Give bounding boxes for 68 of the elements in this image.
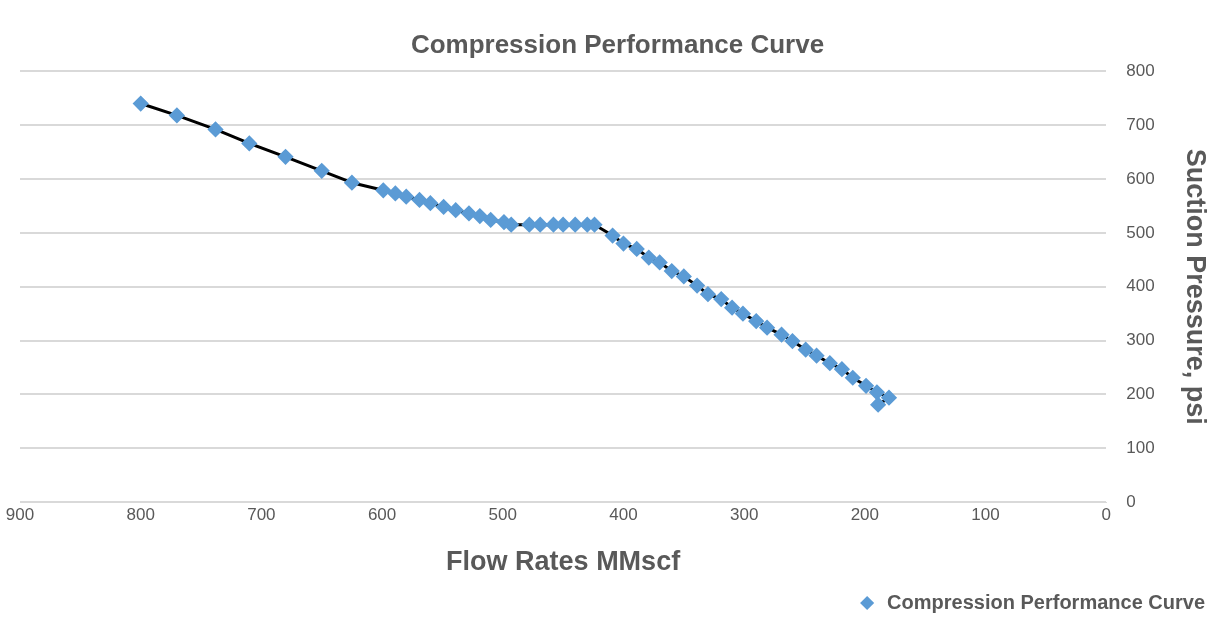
- point: [448, 202, 464, 218]
- y-tick-label: 800: [1126, 60, 1155, 80]
- point: [483, 212, 499, 228]
- point: [676, 268, 692, 284]
- x-tick-label: 900: [5, 505, 35, 525]
- x-tick-label: 100: [971, 505, 1000, 525]
- point: [834, 361, 850, 377]
- x-tick-label: 400: [609, 505, 638, 525]
- x-tick-label: 300: [729, 505, 759, 525]
- y-tick-label: 200: [1126, 384, 1155, 404]
- point: [387, 186, 403, 201]
- point: [735, 306, 751, 322]
- point: [689, 278, 705, 294]
- point: [169, 107, 185, 123]
- point: [605, 228, 621, 244]
- point: [314, 163, 330, 179]
- point: [858, 378, 874, 394]
- y-tick-label: 600: [1126, 168, 1155, 188]
- x-tick-label: 200: [850, 505, 880, 525]
- y-axis-title: Suction Pressure, psi: [1181, 148, 1212, 425]
- y-tick-label: 300: [1126, 330, 1155, 350]
- point: [615, 236, 631, 252]
- legend-label: Compression Performance Curve: [887, 590, 1206, 613]
- y-tick-label: 0: [1126, 491, 1136, 511]
- point: [521, 217, 537, 233]
- point: [748, 313, 764, 329]
- point: [724, 300, 740, 316]
- point: [809, 348, 825, 364]
- point: [532, 217, 548, 233]
- y-tick-label: 400: [1126, 276, 1155, 296]
- point: [472, 208, 488, 224]
- point: [629, 241, 645, 257]
- point: [845, 370, 861, 386]
- point: [759, 320, 775, 336]
- x-tick-label: 800: [126, 505, 155, 525]
- x-tick-label: 500: [488, 505, 517, 525]
- x-axis-title: Flow Rates MMscf: [446, 546, 682, 577]
- point: [664, 263, 680, 279]
- point: [700, 286, 716, 302]
- point: [798, 342, 814, 358]
- point: [713, 291, 729, 307]
- point: [822, 355, 838, 371]
- point: [436, 199, 452, 215]
- y-tick-label: 500: [1126, 222, 1155, 242]
- y-tick-label: 100: [1126, 438, 1155, 458]
- point: [870, 397, 886, 413]
- point: [208, 121, 224, 137]
- x-tick-label: 700: [247, 505, 276, 525]
- x-tick-label: 0: [1101, 505, 1111, 525]
- point: [881, 390, 897, 406]
- chart-title: Compression Performance Curve: [410, 28, 825, 59]
- point: [784, 333, 800, 349]
- point: [869, 384, 885, 400]
- point: [774, 327, 790, 343]
- point: [567, 217, 583, 233]
- x-tick-label: 600: [367, 505, 397, 525]
- point: [641, 250, 657, 266]
- point: [241, 135, 257, 151]
- point: [278, 149, 294, 165]
- point: [398, 189, 414, 205]
- point: [652, 254, 668, 270]
- point: [461, 205, 477, 221]
- point: [133, 96, 149, 112]
- point: [375, 182, 391, 198]
- point: [344, 175, 360, 191]
- point: [422, 195, 438, 211]
- y-tick-label: 700: [1126, 114, 1155, 134]
- point: [411, 192, 427, 208]
